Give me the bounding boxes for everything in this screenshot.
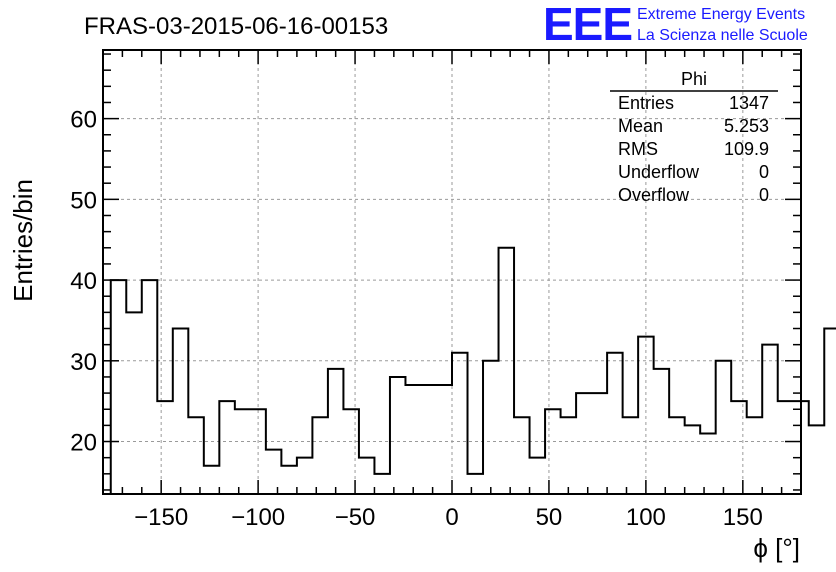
histogram-bin — [219, 401, 235, 494]
histogram-bin — [483, 361, 499, 494]
histogram-bin — [468, 474, 484, 494]
x-tick-label: 50 — [536, 504, 563, 531]
histogram-bin — [374, 474, 390, 494]
histogram-bin — [126, 312, 142, 494]
y-tick-label: 40 — [70, 268, 97, 295]
stats-value-mean: 5.253 — [724, 116, 769, 136]
histogram-bin — [157, 401, 173, 494]
x-tick-label: 0 — [445, 504, 458, 531]
histogram-bin — [281, 466, 297, 494]
histogram-bin — [343, 409, 359, 494]
y-tick-label: 20 — [70, 430, 97, 457]
histogram-bin — [623, 417, 639, 494]
stats-box: Phi Entries 1347 Mean 5.253 RMS 109.9 Un… — [610, 69, 778, 205]
histogram-bin — [607, 353, 623, 494]
y-axis-label: Entries/bin — [8, 179, 38, 302]
histogram-bin — [747, 417, 763, 494]
eee-logo: EEE Extreme Energy Events La Scienza nel… — [543, 0, 808, 50]
logo-line-2: La Scienza nelle Scuole — [637, 27, 808, 44]
x-tick-label: −50 — [335, 504, 376, 531]
y-tick-label: 60 — [70, 107, 97, 134]
histogram-bin — [654, 369, 670, 494]
histogram-bin — [452, 353, 468, 494]
histogram-bin — [297, 458, 313, 494]
stats-title: Phi — [681, 69, 707, 89]
histogram-outline — [109, 246, 836, 494]
x-tick-labels: −150 −100 −50 0 50 100 150 — [134, 504, 763, 531]
stats-label-overflow: Overflow — [618, 185, 690, 205]
histogram-bin — [731, 401, 747, 494]
chart-title: FRAS-03-2015-06-16-00153 — [84, 13, 388, 40]
histogram-bin — [111, 280, 127, 494]
axes — [102, 49, 802, 495]
histogram-bin — [762, 345, 778, 494]
y-tick-label: 50 — [70, 187, 97, 214]
histogram-bin — [700, 433, 716, 494]
histogram-bin — [421, 385, 437, 494]
histogram-bin — [142, 280, 158, 494]
histogram-bin — [390, 377, 406, 494]
stats-value-rms: 109.9 — [724, 139, 769, 159]
histogram-bin — [778, 401, 794, 494]
histogram-bin — [235, 409, 251, 494]
histogram-bin — [638, 337, 654, 494]
histogram-bin — [530, 458, 546, 494]
histogram-bin — [669, 417, 685, 494]
stats-value-overflow: 0 — [759, 185, 769, 205]
histogram-bin — [576, 393, 592, 494]
histogram-bars — [109, 246, 836, 494]
x-axis-label: ϕ [°] — [753, 533, 800, 563]
x-tick-label: 150 — [723, 504, 763, 531]
histogram-bin — [405, 385, 421, 494]
histogram-bin — [514, 417, 530, 494]
y-tick-labels: 20 30 40 50 60 — [70, 107, 97, 457]
stats-label-rms: RMS — [618, 139, 658, 159]
histogram-bin — [545, 409, 561, 494]
x-tick-label: −100 — [231, 504, 285, 531]
x-tick-label: −150 — [134, 504, 188, 531]
histogram-bin — [328, 369, 344, 494]
histogram-bin — [685, 425, 701, 494]
histogram-bin — [204, 466, 220, 494]
histogram-bin — [824, 329, 836, 494]
x-tick-label: 100 — [626, 504, 666, 531]
histogram-bin — [359, 458, 375, 494]
histogram-bin — [499, 248, 515, 494]
histogram-bin — [561, 417, 577, 494]
stats-label-mean: Mean — [618, 116, 663, 136]
histogram-bin — [173, 329, 189, 494]
histogram-bin — [716, 361, 732, 494]
stats-label-underflow: Underflow — [618, 162, 700, 182]
logo-mark: EEE — [543, 0, 632, 50]
stats-label-entries: Entries — [618, 93, 674, 113]
y-tick-label: 30 — [70, 349, 97, 376]
logo-line-1: Extreme Energy Events — [637, 6, 805, 23]
histogram-bin — [592, 393, 608, 494]
histogram-bin — [809, 425, 825, 494]
histogram-bin — [266, 450, 282, 494]
histogram-bin — [188, 417, 204, 494]
stats-value-entries: 1347 — [729, 93, 769, 113]
stats-value-underflow: 0 — [759, 162, 769, 182]
grid — [103, 50, 801, 494]
histogram-bin — [436, 385, 452, 494]
histogram-bin — [312, 417, 328, 494]
